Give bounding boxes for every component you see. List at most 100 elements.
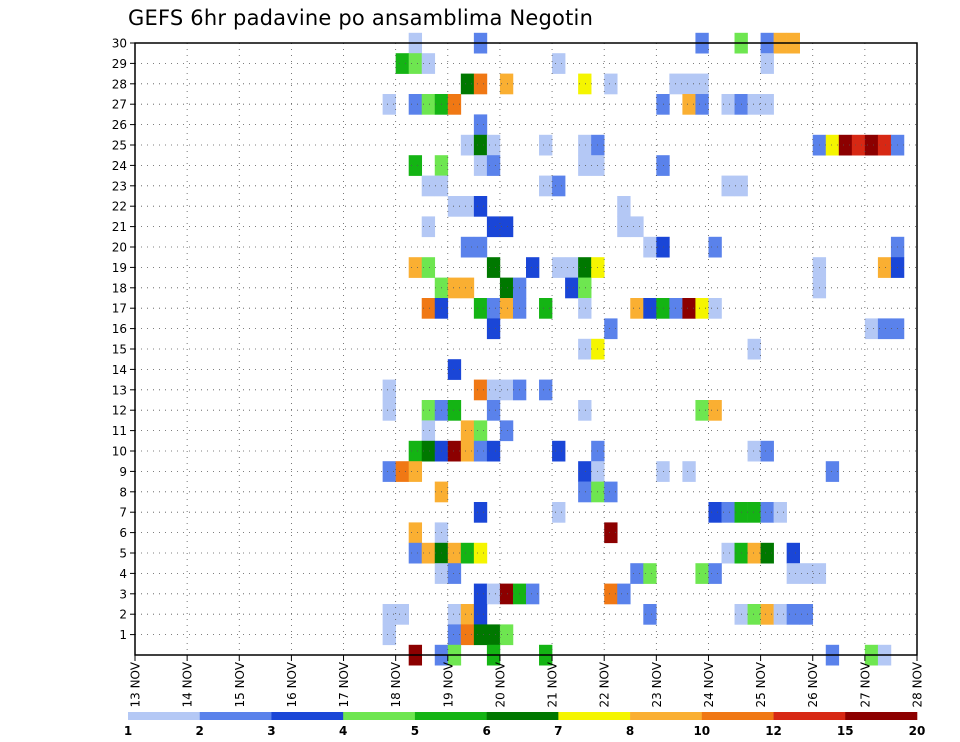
heatmap-cell	[760, 542, 774, 564]
heatmap-cell	[578, 257, 592, 278]
y-tick-label: 28	[112, 77, 127, 91]
heatmap-cell	[486, 155, 501, 176]
heatmap-cell	[473, 604, 488, 625]
y-tick-label: 6	[119, 526, 127, 540]
heatmap-cell	[447, 563, 462, 584]
heatmap-cell	[578, 481, 592, 503]
heatmap-cell	[473, 624, 488, 646]
heatmap-cell	[499, 298, 514, 319]
y-tick-label: 22	[112, 200, 127, 214]
heatmap-cell	[656, 298, 670, 319]
heatmap-cell	[473, 379, 488, 401]
heatmap-cell	[656, 236, 670, 258]
y-tick-label: 15	[112, 343, 127, 357]
legend-label: 7	[554, 724, 562, 738]
heatmap-cell	[604, 522, 618, 544]
legend-color-swatch	[486, 712, 559, 720]
grid-lines	[135, 43, 917, 655]
heatmap-cell	[617, 196, 631, 217]
heatmap-cell	[421, 420, 436, 442]
heatmap-cell	[447, 440, 462, 462]
heatmap-cell	[656, 155, 670, 176]
heatmap-cell	[447, 400, 462, 421]
heatmap-cell	[408, 440, 423, 462]
y-tick-label: 10	[112, 445, 127, 459]
heatmap-cell	[643, 236, 657, 258]
heatmap-cell	[408, 542, 423, 564]
heatmap-cell	[747, 604, 761, 625]
heatmap-cell	[395, 461, 409, 482]
legend-color-swatch	[343, 712, 416, 720]
heatmap-cell	[721, 94, 735, 115]
legend-label: 8	[626, 724, 634, 738]
y-tick-label: 8	[119, 485, 127, 499]
legend-color-swatch	[414, 712, 487, 720]
legend-color-swatch	[773, 712, 846, 720]
heatmap-cell	[539, 379, 553, 401]
legend-color-swatch	[845, 712, 918, 720]
heatmap-cell	[486, 624, 501, 646]
heatmap-cell	[408, 522, 423, 544]
heatmap-cell	[682, 94, 696, 115]
heatmap-cell	[473, 542, 488, 564]
heatmap-cell	[656, 461, 670, 482]
x-tick-label: 15 NOV	[233, 661, 247, 707]
x-tick-label: 26 NOV	[806, 661, 820, 707]
x-tick-label: 24 NOV	[702, 661, 716, 707]
heatmap-cell	[473, 114, 488, 136]
heatmap-cell	[760, 502, 774, 523]
heatmap-cell	[604, 583, 618, 605]
y-tick-label: 11	[112, 424, 127, 438]
heatmap-cell	[473, 196, 488, 217]
heatmap-cell	[656, 94, 670, 115]
heatmap-cell	[486, 583, 501, 605]
heatmap-cell	[460, 542, 475, 564]
heatmap-cell	[760, 94, 774, 115]
heatmap-cell	[486, 216, 501, 238]
heatmap-cell	[460, 73, 475, 95]
heatmap-cell	[447, 277, 462, 299]
legend-label: 12	[765, 724, 782, 738]
heatmap-cell	[447, 604, 462, 625]
heatmap-cell	[643, 563, 657, 584]
x-tick-label: 20 NOV	[493, 661, 507, 707]
x-tick-label: 22 NOV	[598, 661, 612, 707]
heatmap-cell	[421, 94, 436, 115]
heatmap-cell	[695, 73, 709, 95]
y-tick-label: 13	[112, 383, 127, 397]
heatmap-cell	[747, 94, 761, 115]
heatmap-cell	[578, 155, 592, 176]
heatmap-cell	[643, 298, 657, 319]
heatmap-cell	[747, 440, 761, 462]
heatmap-cell	[877, 257, 892, 278]
heatmap-cell	[695, 94, 709, 115]
heatmap-cell	[473, 502, 488, 523]
y-tick-label: 24	[112, 159, 127, 173]
heatmap-cell	[721, 175, 735, 197]
heatmap-cell	[760, 440, 774, 462]
heatmap-cell	[578, 338, 592, 360]
heatmap-cell	[773, 604, 787, 625]
y-tick-label: 23	[112, 179, 127, 193]
x-axis-ticks: 13 NOV 14 NOV 15 NOV 16 NOV 17 NOV 18 NOV 19 N…	[129, 655, 925, 708]
heatmap-cell	[786, 542, 800, 564]
heatmap-cell	[578, 134, 592, 156]
heatmap-cell	[539, 175, 553, 197]
heatmap-cell	[447, 359, 462, 380]
heatmap-cell	[473, 73, 488, 95]
heatmap-cell	[499, 583, 514, 605]
heatmap-cell	[799, 604, 814, 625]
heatmap-cell	[604, 481, 618, 503]
y-tick-label: 29	[112, 57, 127, 71]
heatmap-cell	[682, 461, 696, 482]
heatmap-cell	[421, 440, 436, 462]
heatmap-cell	[447, 624, 462, 646]
heatmap-cell	[760, 53, 774, 74]
heatmap-cell	[486, 318, 501, 340]
heatmap-cell	[460, 236, 475, 258]
heatmap-cell	[552, 440, 566, 462]
heatmap-cell	[539, 134, 553, 156]
heatmap-cell	[838, 134, 853, 156]
heatmap-cell	[708, 400, 722, 421]
x-tick-label: 18 NOV	[389, 661, 403, 707]
